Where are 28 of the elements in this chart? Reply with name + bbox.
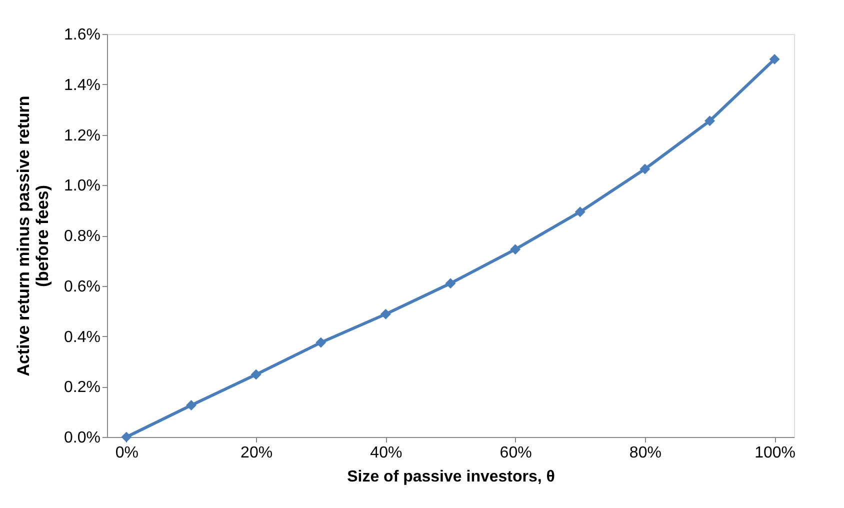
y-tick-label: 0.0% — [64, 430, 100, 446]
point — [704, 116, 715, 126]
y-tick-label: 1.6% — [64, 26, 100, 44]
y-tick-label: 1.2% — [64, 127, 100, 144]
y-tick-label: 0.8% — [64, 228, 100, 245]
x-tick-label: 20% — [240, 444, 273, 462]
x-axis-title: Size of passive investors, θ — [347, 468, 555, 486]
point — [445, 278, 456, 289]
point — [316, 337, 326, 348]
y-tick-label: 1.0% — [64, 178, 100, 195]
y-tick-label: 0.2% — [64, 379, 100, 396]
point — [121, 432, 132, 442]
y-axis-title: Active return minus passive return (before fees) — [14, 96, 52, 376]
x-tick-label: 80% — [629, 444, 662, 462]
x-tick-label: 60% — [500, 444, 532, 462]
point — [250, 369, 262, 380]
point — [380, 308, 391, 320]
point — [769, 54, 780, 64]
point — [640, 164, 650, 174]
x-tick-label: 100% — [754, 444, 796, 462]
y-tick-label: 0.4% — [64, 328, 100, 346]
point — [574, 206, 586, 218]
point — [186, 400, 196, 411]
x-tick-label: 40% — [370, 444, 402, 462]
y-tick-label: 1.4% — [64, 76, 100, 94]
point — [510, 244, 521, 255]
y-tick-label: 0.6% — [64, 278, 100, 296]
x-tick-label: 0% — [115, 444, 139, 462]
